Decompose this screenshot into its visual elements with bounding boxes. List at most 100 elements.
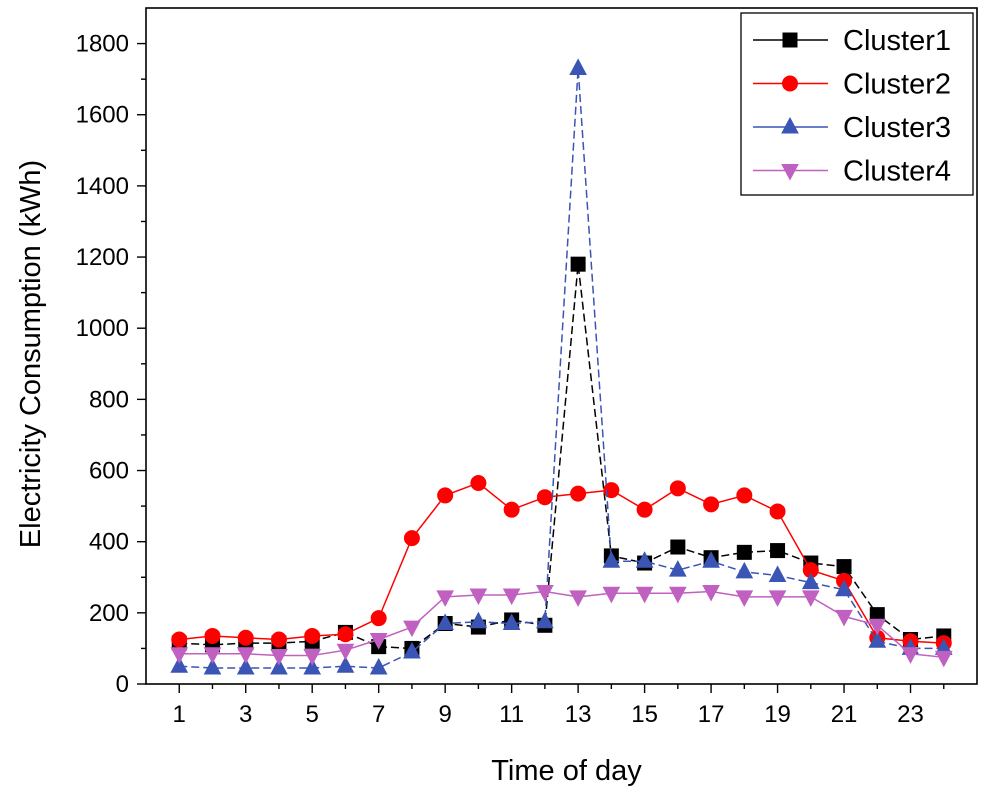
- data-point: [635, 551, 654, 568]
- x-axis-ticks: 1 3 5 7 9 11 13 15 17 19 21 23: [173, 684, 945, 728]
- data-point: [835, 579, 853, 597]
- data-point: [934, 650, 953, 668]
- data-point: [801, 590, 820, 607]
- data-point: [436, 613, 454, 631]
- data-point: [770, 543, 786, 559]
- data-point: [270, 631, 287, 648]
- data-point: [703, 496, 720, 513]
- x-tick-label: 17: [698, 701, 725, 728]
- x-tick-label: 1: [173, 701, 186, 728]
- data-point: [370, 610, 387, 627]
- y-tick-label: 200: [89, 600, 129, 627]
- data-point: [602, 586, 621, 604]
- legend-marker: [781, 116, 799, 134]
- data-point: [336, 656, 355, 673]
- x-tick-label: 9: [438, 701, 451, 728]
- data-point: [569, 58, 587, 75]
- data-point: [702, 584, 720, 602]
- data-point: [304, 627, 321, 644]
- x-tick-label: 19: [764, 701, 791, 728]
- series-line: [179, 264, 944, 650]
- y-tick-label: 1800: [76, 31, 129, 58]
- data-point: [603, 482, 620, 499]
- y-tick-label: 1200: [76, 244, 129, 271]
- data-point: [469, 611, 488, 629]
- data-point: [203, 657, 222, 675]
- data-point: [768, 590, 787, 607]
- data-point: [403, 641, 421, 659]
- legend-label: Cluster1: [843, 25, 951, 57]
- data-point: [503, 501, 520, 518]
- data-point: [170, 647, 189, 664]
- data-point: [602, 551, 621, 568]
- legend-item-cluster4: Cluster4: [753, 156, 951, 188]
- data-point: [868, 631, 887, 648]
- data-point: [735, 561, 754, 579]
- x-tick-label: 13: [565, 701, 592, 728]
- data-point: [171, 631, 188, 648]
- y-tick-label: 800: [89, 386, 129, 413]
- x-tick-label: 5: [306, 701, 319, 728]
- legend-marker: [781, 164, 799, 181]
- data-point: [470, 474, 487, 491]
- data-point: [536, 611, 554, 629]
- data-point: [336, 643, 355, 661]
- data-point: [502, 613, 521, 631]
- data-point: [236, 657, 255, 675]
- data-point: [369, 633, 388, 650]
- data-point: [669, 480, 686, 497]
- data-point: [369, 657, 388, 675]
- data-point: [203, 647, 222, 664]
- x-tick-label: 7: [372, 701, 385, 728]
- data-point: [237, 629, 254, 646]
- y-tick-label: 1000: [76, 315, 129, 342]
- y-axis-title: Electricity Consumption (kWh): [15, 160, 47, 548]
- y-tick-label: 600: [89, 458, 129, 485]
- data-point: [635, 586, 654, 604]
- data-point: [736, 544, 752, 560]
- y-tick-label: 1600: [76, 102, 129, 129]
- data-point: [469, 588, 488, 606]
- y-tick-label: 400: [89, 529, 129, 556]
- legend-label: Cluster4: [843, 156, 951, 188]
- y-tick-label: 1400: [76, 173, 129, 200]
- data-point: [836, 559, 852, 575]
- series-cluster1: [171, 256, 952, 656]
- data-point: [735, 590, 754, 607]
- data-point: [270, 649, 288, 666]
- data-point: [835, 609, 853, 627]
- data-point: [403, 530, 420, 547]
- series-line: [179, 590, 944, 659]
- series-cluster2: [171, 474, 952, 652]
- plot-frame: [145, 7, 978, 685]
- x-tick-label: 15: [631, 701, 658, 728]
- data-point: [536, 489, 553, 506]
- legend-item-cluster2: Cluster2: [753, 69, 951, 101]
- data-point: [502, 588, 521, 606]
- data-point: [801, 572, 820, 590]
- data-point: [436, 590, 454, 607]
- data-point: [204, 627, 221, 644]
- x-tick-label: 11: [499, 701, 524, 728]
- series-cluster4: [170, 584, 953, 668]
- data-point: [437, 487, 454, 504]
- data-point: [669, 560, 687, 577]
- data-point: [570, 485, 587, 502]
- x-tick-label: 3: [239, 701, 252, 728]
- legend-item-cluster3: Cluster3: [753, 112, 951, 144]
- y-axis-ticks: 0 200 400 600 800 1000 1200 1400 1600 1800: [76, 31, 146, 698]
- data-point: [868, 618, 887, 636]
- x-tick-label: 21: [831, 701, 858, 728]
- data-point: [536, 584, 554, 602]
- x-axis-title: Time of day: [491, 755, 642, 787]
- y-tick-label: 0: [116, 671, 129, 698]
- data-point: [669, 586, 687, 604]
- data-point: [736, 487, 753, 504]
- legend-box: [740, 12, 974, 196]
- data-point: [303, 657, 322, 675]
- x-tick-label: 23: [897, 701, 924, 728]
- legend-marker: [782, 75, 798, 92]
- series-line: [179, 482, 944, 644]
- series-layer: [170, 58, 953, 675]
